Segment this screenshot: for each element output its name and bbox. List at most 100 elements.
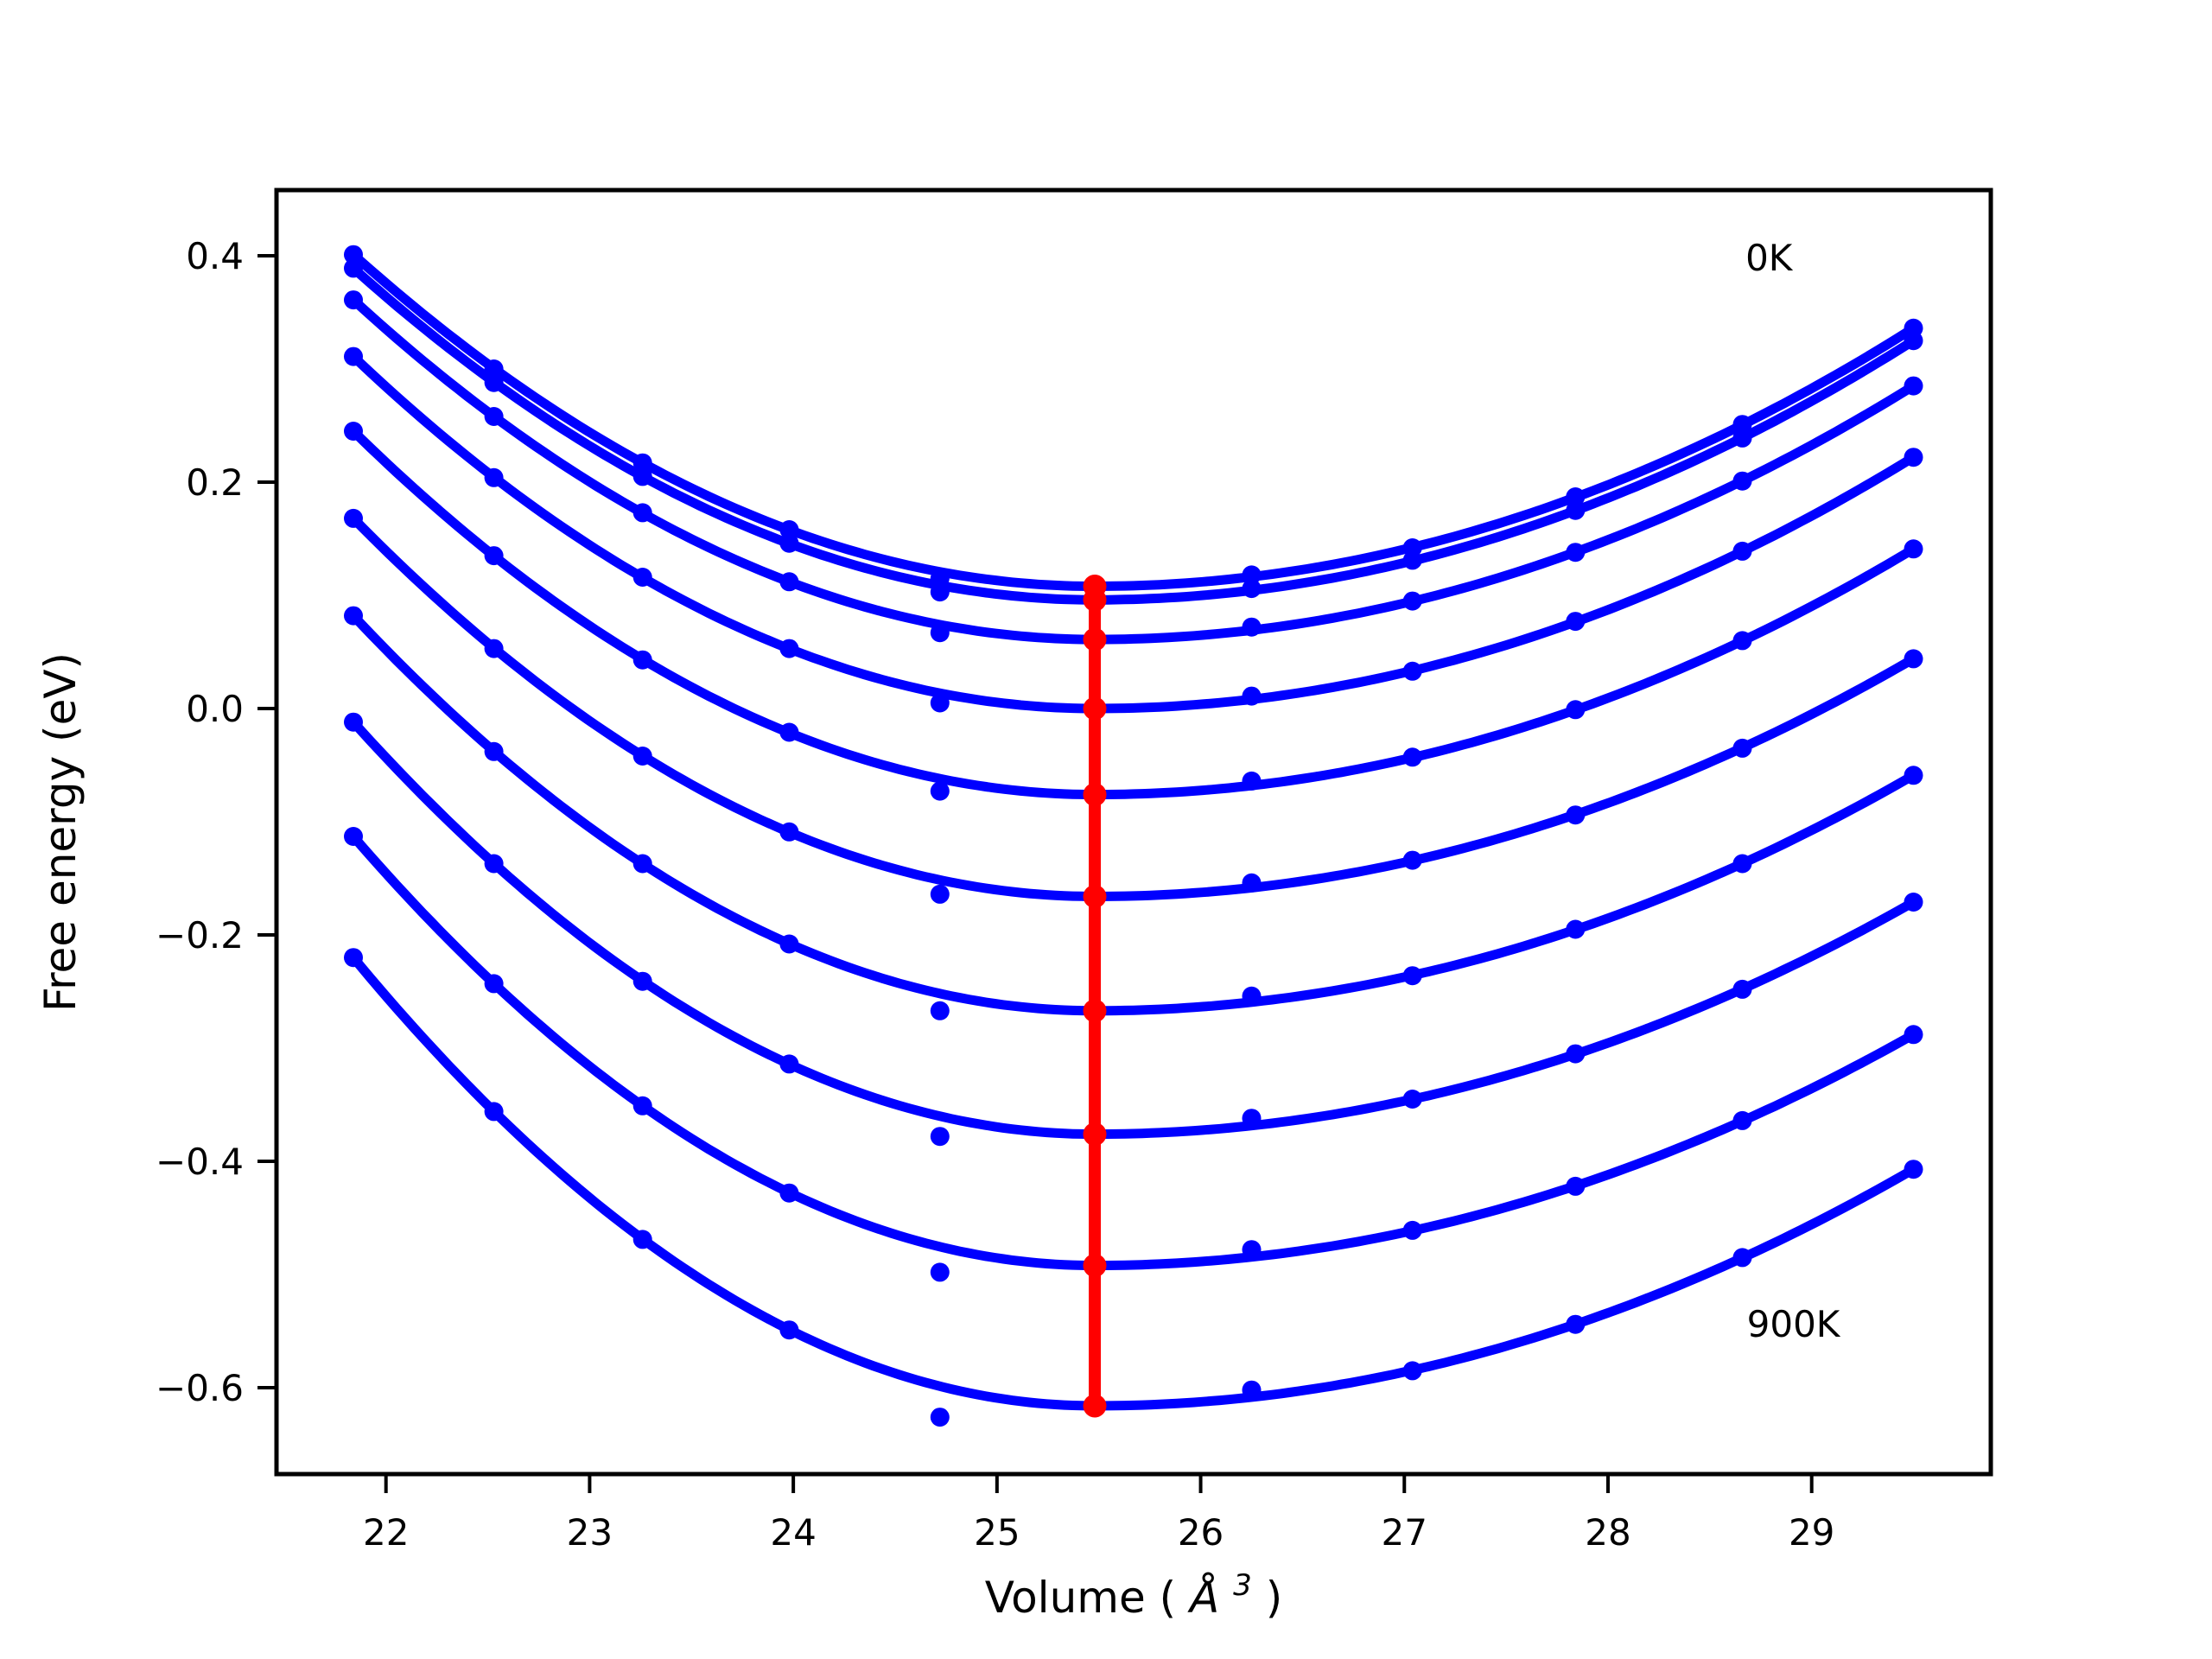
minimum-point-800K — [1083, 1254, 1107, 1278]
data-point-700K — [1904, 893, 1923, 912]
data-point-100K — [1566, 500, 1586, 520]
data-point-700K — [1732, 979, 1752, 999]
data-point-100K — [1732, 428, 1752, 448]
data-point-300K — [1402, 661, 1422, 681]
data-point-300K — [779, 639, 799, 658]
data-point-400K — [1732, 631, 1752, 651]
data-point-900K — [632, 1230, 652, 1249]
data-point-600K — [344, 606, 363, 626]
data-point-300K — [1732, 541, 1752, 561]
data-point-400K — [484, 546, 504, 566]
data-point-800K — [344, 827, 363, 846]
y-tick-label: 0.2 — [186, 461, 244, 504]
data-point-500K — [930, 884, 950, 904]
data-point-800K — [1566, 1176, 1586, 1196]
x-tick-label: 28 — [1585, 1511, 1630, 1554]
x-axis-ticks: 22 23 24 25 26 27 28 29 — [363, 1474, 1834, 1554]
data-point-300K — [930, 693, 950, 713]
data-point-800K — [484, 974, 504, 994]
data-point-100K — [779, 533, 799, 553]
data-point-400K — [1402, 747, 1422, 767]
minima-line — [1083, 575, 1107, 1418]
data-point-0K — [930, 569, 950, 588]
data-point-900K — [1242, 1380, 1262, 1400]
minimum-point-700K — [1083, 1122, 1107, 1147]
data-point-600K — [1242, 986, 1262, 1006]
data-point-200K — [632, 503, 652, 523]
data-point-900K — [1402, 1361, 1422, 1381]
fitted-curve-500K — [348, 513, 1918, 901]
data-point-200K — [930, 623, 950, 643]
data-point-800K — [1732, 1110, 1752, 1130]
data-point-600K — [1904, 766, 1923, 785]
fitted-curve-300K — [348, 352, 1918, 714]
data-point-600K — [1732, 854, 1752, 874]
data-point-800K — [632, 1096, 652, 1116]
data-point-0K — [344, 245, 363, 264]
data-point-900K — [930, 1408, 950, 1427]
data-point-0K — [779, 520, 799, 539]
data-point-0K — [1242, 565, 1262, 585]
data-point-200K — [344, 290, 363, 310]
data-point-900K — [1904, 1160, 1923, 1179]
data-point-0K — [632, 453, 652, 473]
data-point-400K — [779, 722, 799, 742]
data-point-0K — [484, 359, 504, 378]
data-point-400K — [1904, 539, 1923, 559]
data-point-300K — [1242, 686, 1262, 706]
data-point-700K — [1402, 1090, 1422, 1109]
data-point-300K — [632, 568, 652, 587]
data-point-600K — [1402, 966, 1422, 986]
data-point-100K — [344, 258, 363, 278]
data-point-500K — [344, 508, 363, 528]
minimum-point-200K — [1083, 627, 1107, 652]
minimum-point-900K — [1083, 1394, 1107, 1418]
data-point-600K — [779, 934, 799, 954]
data-point-300K — [1566, 612, 1586, 632]
free-energy-curves — [348, 250, 1918, 1411]
data-point-100K — [1402, 550, 1422, 570]
data-point-100K — [1904, 331, 1923, 351]
data-point-200K — [1402, 591, 1422, 611]
y-tick-label: −0.6 — [156, 1367, 244, 1409]
data-point-100K — [1242, 579, 1262, 599]
data-point-200K — [1732, 471, 1752, 491]
data-point-900K — [484, 1102, 504, 1122]
temperature-annotations: 0K 900K — [1745, 237, 1841, 1345]
data-point-800K — [930, 1262, 950, 1282]
data-point-100K — [632, 467, 652, 486]
data-point-200K — [1904, 376, 1923, 396]
y-tick-label: −0.2 — [156, 914, 244, 957]
data-point-700K — [1566, 1044, 1586, 1064]
minimum-point-500K — [1083, 885, 1107, 908]
data-point-200K — [779, 572, 799, 592]
data-point-400K — [1242, 771, 1262, 791]
minimum-point-300K — [1083, 696, 1107, 721]
data-point-400K — [930, 781, 950, 801]
data-point-300K — [1904, 448, 1923, 467]
annotation-0K: 0K — [1745, 237, 1794, 279]
fitted-curve-600K — [348, 611, 1918, 1016]
x-axis-label: Volume ( Å 3 ) — [985, 1555, 1282, 1623]
data-point-0K — [1732, 415, 1752, 435]
minimum-point-100K — [1083, 588, 1107, 612]
y-tick-label: 0.4 — [186, 235, 244, 277]
data-point-500K — [632, 747, 652, 766]
x-tick-label: 22 — [363, 1511, 409, 1554]
data-point-900K — [779, 1320, 799, 1340]
data-point-100K — [484, 372, 504, 392]
fitted-curve-200K — [348, 295, 1918, 645]
data-point-700K — [344, 712, 363, 732]
data-point-600K — [1566, 919, 1586, 939]
data-point-100K — [930, 582, 950, 602]
data-point-200K — [1566, 543, 1586, 563]
fitted-curve-100K — [348, 263, 1918, 605]
x-tick-label: 23 — [567, 1511, 613, 1554]
data-point-800K — [1242, 1240, 1262, 1260]
minimum-point-600K — [1083, 999, 1107, 1023]
data-point-800K — [779, 1183, 799, 1203]
data-point-500K — [1732, 738, 1752, 758]
axes-spines — [274, 188, 1993, 1477]
